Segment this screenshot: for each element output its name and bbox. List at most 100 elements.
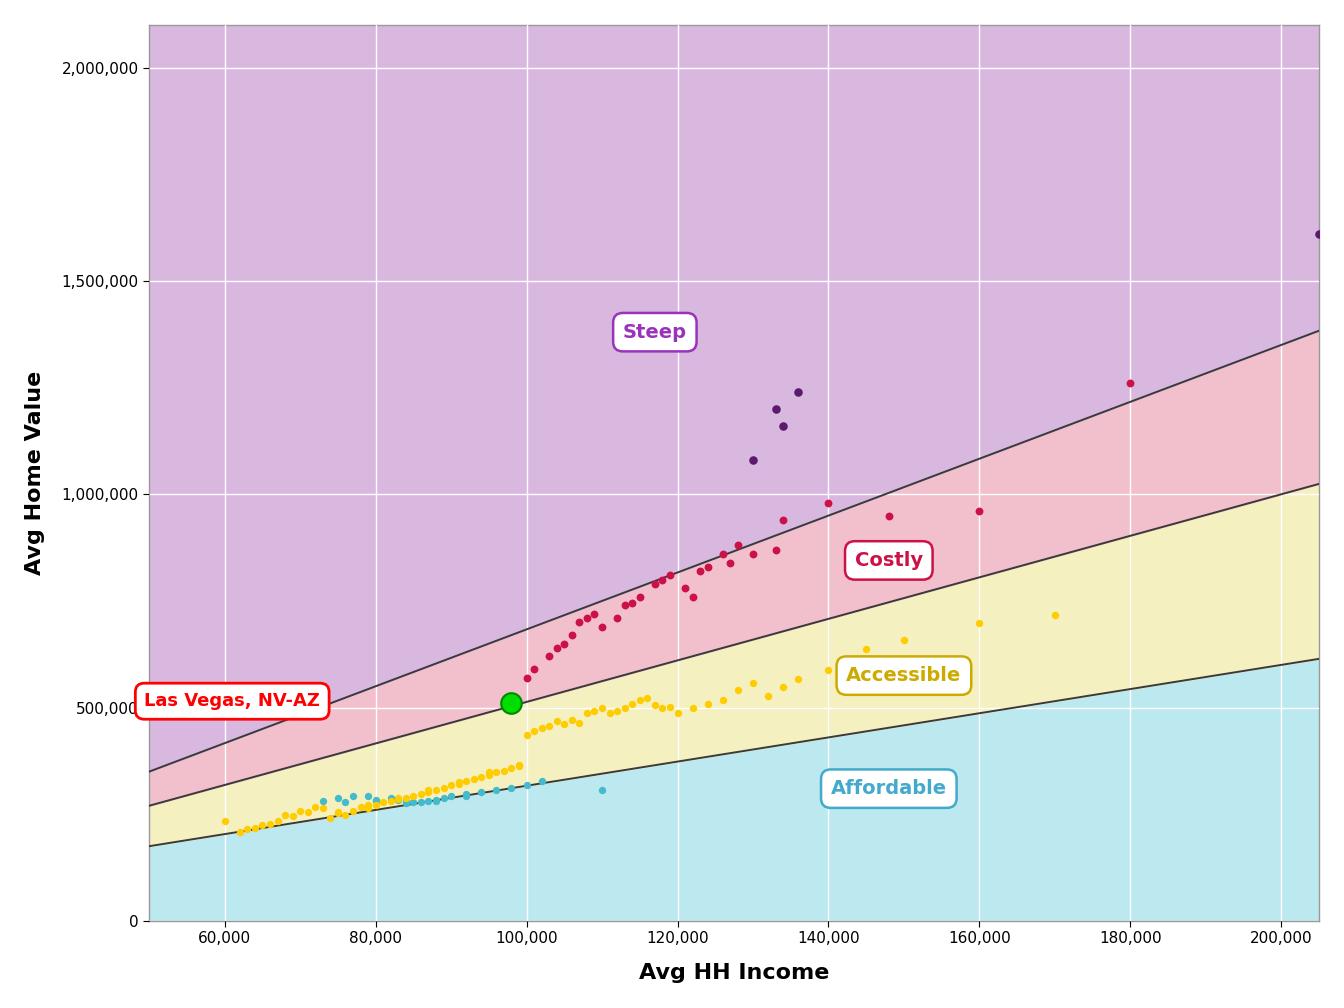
Point [969,503,991,519]
Point [274,807,296,824]
Point [364,792,386,808]
Point [335,807,356,824]
Text: Accessible: Accessible [847,666,961,685]
Point [681,701,703,717]
Point [591,781,613,797]
Point [364,793,386,809]
Point [531,773,552,789]
Point [621,697,642,713]
Point [539,648,560,664]
Point [1044,607,1066,623]
Point [855,641,876,657]
Point [667,705,688,721]
Point [478,764,500,780]
Point [425,792,446,808]
Point [493,763,515,779]
Point [327,804,348,821]
Point [577,705,598,721]
Point [237,822,258,838]
Point [462,771,484,787]
Point [629,691,650,708]
Point [817,662,839,678]
Point [644,576,665,592]
Point [523,723,544,739]
Point [659,699,680,715]
Point [629,589,650,605]
Point [470,769,492,785]
Point [485,781,507,797]
Point [305,798,327,814]
Point [773,512,794,528]
Point [591,619,613,635]
Point [652,701,673,717]
Point [228,825,250,841]
Point [742,453,763,469]
Point [1120,375,1141,391]
Point [539,718,560,734]
Point [380,792,402,808]
Point [712,691,734,708]
Point [788,670,809,686]
Point [214,812,235,829]
Point [418,784,439,800]
Point [878,508,899,524]
Point [606,703,628,719]
Text: Las Vegas, NV-AZ: Las Vegas, NV-AZ [144,692,320,711]
Point [508,757,530,773]
Point [297,804,319,821]
Point [719,554,741,571]
Point [712,546,734,562]
Point [577,610,598,626]
Point [259,815,281,832]
Point [501,760,523,776]
Point [773,418,794,434]
Point [266,812,288,829]
Point [765,541,786,557]
Point [380,790,402,806]
Point [335,794,356,810]
Point [516,777,538,793]
Text: Affordable: Affordable [831,779,948,798]
Point [425,793,446,809]
Point [591,701,613,717]
Point [621,595,642,611]
Point [343,802,364,818]
Point [742,674,763,690]
Point [614,701,636,717]
Point [675,580,696,596]
Point [478,767,500,783]
Point [508,758,530,774]
Point [583,606,605,622]
Point [516,727,538,743]
Point [456,788,477,804]
Point [312,799,333,815]
Point [433,790,454,806]
Point [358,796,379,812]
Point [282,808,304,825]
Point [320,809,341,826]
Point [560,712,582,728]
Point [569,614,590,630]
Point [727,681,749,698]
Point [523,661,544,677]
Point [614,597,636,613]
Point [681,589,703,605]
Point [501,696,523,712]
Point [349,798,371,814]
Point [554,636,575,652]
Point [742,546,763,562]
Point [251,816,273,833]
Point [327,790,348,806]
Point [403,794,425,810]
Point [637,690,659,707]
Point [358,788,379,804]
Point [546,714,567,730]
Point [403,788,425,804]
Point [485,764,507,780]
Point [516,669,538,685]
Point [395,795,417,811]
Point [410,785,431,801]
Point [418,781,439,797]
Point [501,780,523,796]
Point [364,796,386,812]
